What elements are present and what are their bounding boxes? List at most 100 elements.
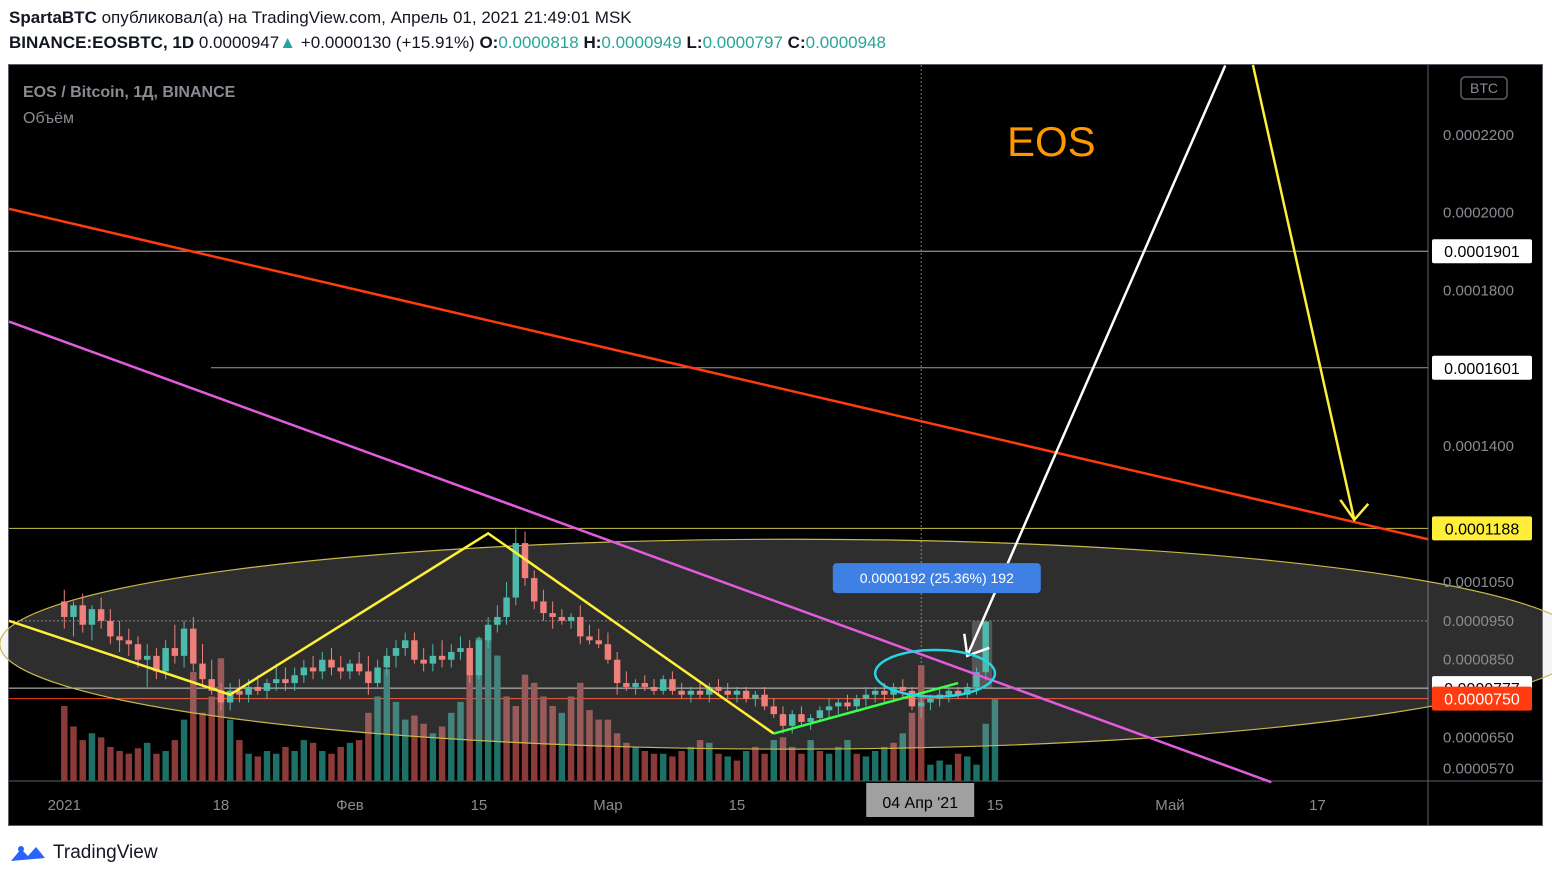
volume-bar [669, 756, 676, 781]
volume-bar [226, 719, 234, 781]
low-label: L: [686, 33, 703, 52]
time-tick-label: 15 [729, 797, 746, 814]
volume-bar [401, 719, 409, 781]
volume-bar [107, 746, 114, 781]
volume-bar [696, 740, 704, 781]
volume-bar [217, 658, 225, 781]
candle-body [706, 686, 713, 695]
volume-bar [770, 740, 778, 781]
time-tick-label: 18 [213, 797, 230, 814]
publish-line: SpartaBTC опубликовал(а) на TradingView.… [9, 8, 632, 28]
price-tick-label: 0.0001400 [1443, 438, 1514, 455]
candle-body [733, 690, 741, 695]
yellow-arrowhead [1339, 499, 1370, 522]
volume-bar [577, 682, 584, 781]
candle-body [530, 578, 538, 602]
volume-bar [263, 751, 271, 781]
volume-bar [991, 699, 999, 781]
candle-body [659, 679, 667, 691]
candle-body [236, 690, 243, 695]
volume-bar [484, 637, 492, 781]
candle-body [549, 613, 556, 617]
candle-body [641, 683, 649, 687]
volume-bar [79, 740, 86, 781]
close-label: C: [787, 33, 806, 52]
candle-body [484, 624, 492, 641]
volume-bar [254, 756, 262, 781]
volume-bar [687, 746, 695, 781]
volume-bar [61, 706, 68, 781]
candle-body [254, 686, 262, 691]
last-price: 0.0000947 [198, 33, 280, 52]
price-tick-label: 0.0002200 [1443, 127, 1514, 144]
price-label-box [1432, 355, 1532, 380]
candle-body [411, 640, 418, 660]
candle-body [355, 663, 363, 672]
green-trendline [773, 681, 959, 735]
tradingview-cloud-icon [11, 846, 45, 861]
candle-body [319, 659, 326, 672]
chart-texts: EOS / Bitcoin, 1Д, BINANCE Объём EOS [23, 84, 1096, 165]
candle-body [871, 690, 879, 695]
time-axis: 2021 18 Фев 15 Мар 15 15 Май 17 04 Апр '21 [48, 783, 1326, 817]
candle-body [604, 644, 612, 660]
volume-bar [623, 742, 630, 781]
candle-body [153, 655, 160, 672]
time-tick-label: 2021 [48, 797, 81, 814]
volume-bar [328, 753, 335, 781]
currency-badge-box [1460, 76, 1508, 100]
volume-bar [494, 655, 501, 781]
candle-body [88, 609, 96, 625]
candle-body [392, 648, 400, 656]
volume-bar [319, 751, 326, 781]
author-name[interactable]: SpartaBTC [9, 8, 97, 27]
candle-body [107, 620, 114, 637]
price-change: +0.0000130 (+15.91%) [300, 33, 475, 52]
candle-body [272, 679, 280, 684]
candle-body [881, 690, 888, 695]
candle-body [742, 690, 750, 699]
candle-body [798, 714, 805, 722]
candle-body [954, 690, 962, 695]
volume-bar [788, 746, 796, 781]
publish-info: опубликовал(а) на TradingView.com, Апрел… [101, 8, 632, 27]
volume-bar [272, 753, 280, 781]
crosshair-time-box [866, 783, 975, 817]
volume-bar [798, 753, 805, 781]
candle-body [779, 714, 787, 726]
volume-bar [208, 696, 215, 781]
volume-bar [309, 742, 317, 781]
candle-body [475, 640, 483, 676]
candle-body [973, 672, 980, 687]
candle-body [678, 690, 685, 695]
candle-body [503, 597, 510, 617]
volume-bar [659, 753, 667, 781]
candle-body [669, 679, 676, 691]
candle-body [466, 648, 473, 676]
volume-bar [853, 753, 860, 781]
volume-bar [733, 760, 741, 781]
candle-body [540, 601, 547, 614]
measure-tooltip-bg [832, 563, 1041, 594]
volume-bar [604, 719, 612, 781]
volume-bar [291, 751, 298, 781]
candle-body [807, 718, 814, 722]
volume-bar [448, 712, 455, 781]
candle-body [632, 683, 639, 687]
volume-bar [530, 682, 538, 781]
legend-volume: Объём [23, 110, 74, 127]
volume-bar [862, 756, 870, 781]
volume-bar [715, 753, 722, 781]
candle-body [217, 690, 225, 703]
volume-bar [835, 746, 842, 781]
open-value: 0.0000818 [498, 33, 579, 52]
candle-body [964, 686, 971, 695]
tradingview-footer[interactable]: TradingView [9, 838, 158, 868]
volume-bar [964, 756, 971, 781]
candle-body [715, 686, 722, 691]
eos-annotation: EOS [1007, 118, 1096, 165]
candle-body [79, 605, 86, 625]
candle-body [374, 667, 381, 684]
symbol-label: BINANCE:EOSBTC, 1D [9, 33, 195, 52]
